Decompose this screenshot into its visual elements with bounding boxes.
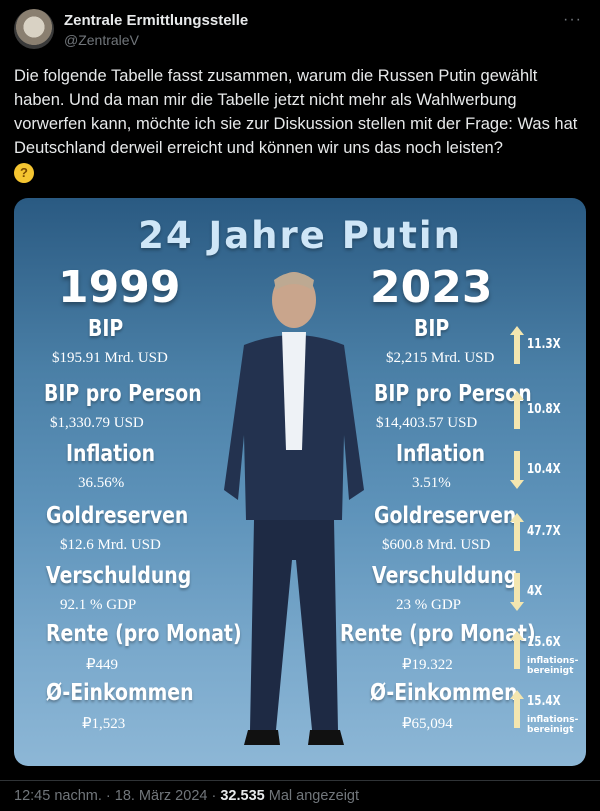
thinking-face-icon: ? [14, 163, 34, 183]
multiplier-note: inflations-bereinigt [527, 656, 579, 676]
multiplier-value: 15.6X [527, 635, 561, 650]
value-1999: ₽449 [86, 657, 119, 673]
arrow-up-icon [510, 513, 524, 551]
row-label-left: BIP pro Person [44, 381, 202, 407]
infographic-image[interactable]: 24 Jahre Putin 1999 2023 BIP BIP $195.91 M… [14, 198, 586, 766]
arrow-up-icon [510, 391, 524, 429]
value-1999: 36.56% [78, 475, 125, 491]
more-options-icon[interactable]: ··· [563, 11, 582, 28]
arrow-up-icon [510, 690, 524, 728]
avatar[interactable] [14, 9, 54, 49]
multiplier-value: 4X [527, 584, 543, 599]
multiplier-badge: 47.7X [510, 513, 580, 553]
view-count: 32.535 [220, 788, 265, 804]
row-label-left: Verschuldung [46, 563, 192, 589]
multiplier-badge: 10.4X [510, 451, 580, 491]
row-label-left: BIP [88, 316, 124, 342]
multiplier-badge: 4X [510, 573, 580, 613]
multiplier-value: 10.4X [527, 462, 561, 477]
year-left: 1999 [58, 262, 181, 313]
multiplier-value: 11.3X [527, 337, 561, 352]
multiplier-badge: 10.8X [510, 391, 580, 431]
post-header: Zentrale Ermittlungsstelle @ZentraleV ··… [14, 9, 586, 53]
value-2023: 23 % GDP [396, 597, 462, 613]
multiplier-value: 10.8X [527, 402, 561, 417]
row-label-right: BIP pro Person [374, 381, 532, 407]
arrow-up-icon [510, 631, 524, 669]
value-2023: ₽65,094 [402, 716, 453, 732]
row-label-right: Ø-Einkommen [370, 680, 518, 706]
multiplier-badge: 11.3X [510, 326, 580, 366]
multiplier-badge: 15.6X inflations-bereinigt [510, 631, 580, 676]
multiplier-value: 15.4X [527, 694, 561, 709]
value-2023: $14,403.57 USD [376, 415, 478, 431]
row-label-right: BIP [414, 316, 450, 342]
value-2023: ₽19.322 [402, 657, 453, 673]
row-label-left: Ø-Einkommen [46, 680, 194, 706]
value-1999: $195.91 Mrd. USD [52, 350, 168, 366]
user-handle[interactable]: @ZentraleV [64, 32, 139, 48]
year-right: 2023 [370, 262, 493, 313]
timestamp[interactable]: 12:45 nachm. · 18. März 2024 · [14, 788, 217, 804]
arrow-down-icon [510, 573, 524, 611]
row-label-left: Inflation [66, 441, 156, 467]
row-label-right: Inflation [396, 441, 486, 467]
row-label-left: Rente (pro Monat) [46, 621, 242, 647]
infographic-title: 24 Jahre Putin [138, 214, 462, 257]
value-1999: 92.1 % GDP [60, 597, 137, 613]
row-label-right: Goldreserven [374, 503, 517, 529]
row-label-right: Rente (pro Monat) [340, 621, 536, 647]
multiplier-note: inflations-bereinigt [527, 715, 579, 735]
row-label-right: Verschuldung [372, 563, 518, 589]
divider [0, 780, 600, 781]
arrow-up-icon [510, 326, 524, 364]
value-1999: $12.6 Mrd. USD [60, 537, 161, 553]
value-1999: ₽1,523 [82, 716, 126, 732]
person-figure [224, 272, 364, 745]
row-label-left: Goldreserven [46, 503, 189, 529]
value-1999: $1,330.79 USD [50, 415, 144, 431]
multiplier-badge: 15.4X inflations-bereinigt [510, 690, 580, 735]
post-text: Die folgende Tabelle fasst zusammen, war… [14, 64, 582, 184]
display-name[interactable]: Zentrale Ermittlungsstelle [64, 12, 249, 29]
views-label: Mal angezeigt [268, 788, 360, 804]
value-2023: 3.51% [412, 475, 451, 491]
post-body: Die folgende Tabelle fasst zusammen, war… [14, 67, 578, 157]
arrow-down-icon [510, 451, 524, 489]
value-2023: $600.8 Mrd. USD [382, 537, 491, 553]
multiplier-value: 47.7X [527, 524, 561, 539]
value-2023: $2,215 Mrd. USD [386, 350, 495, 366]
post-meta: 12:45 nachm. · 18. März 2024 · 32.535 Ma… [14, 788, 359, 804]
